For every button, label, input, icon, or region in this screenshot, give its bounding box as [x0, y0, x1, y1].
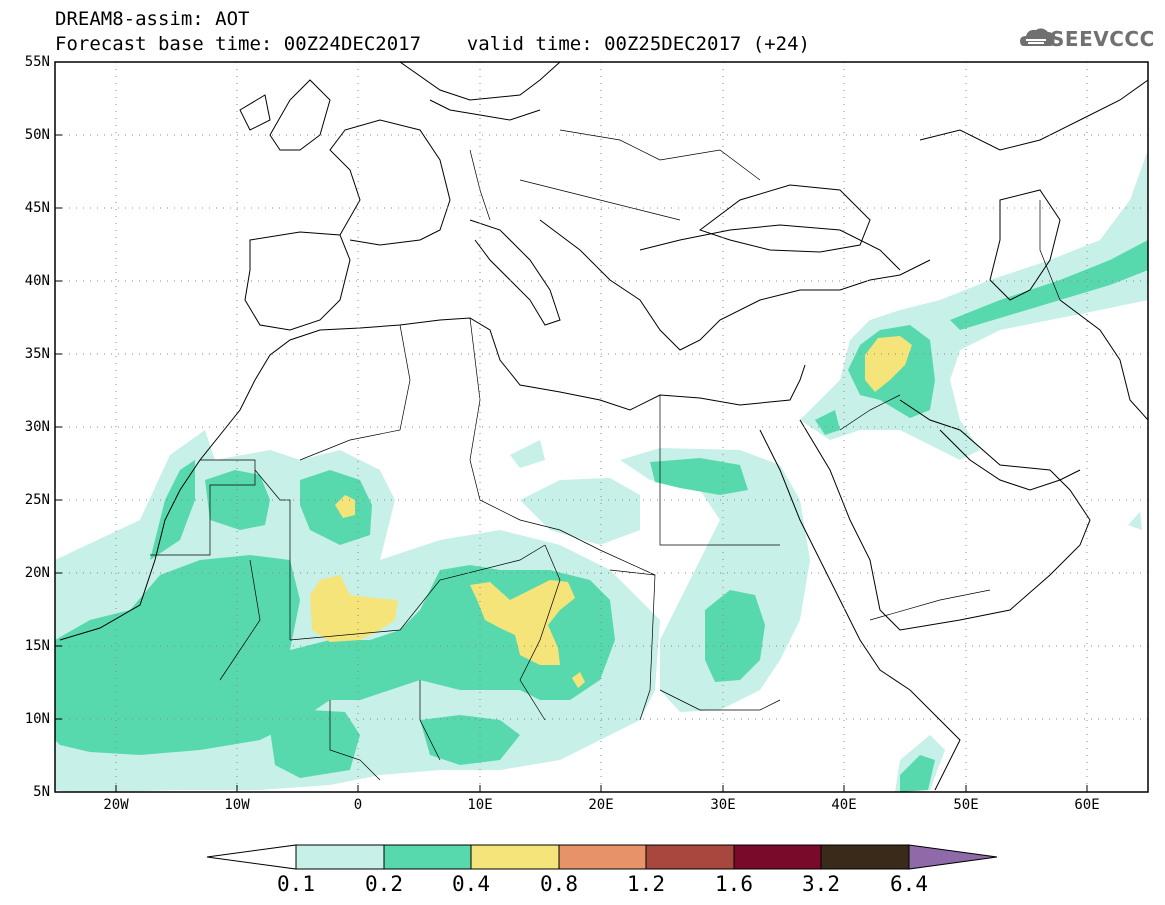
lon-tick-label: 40E: [831, 797, 857, 813]
colorbar-label: 3.2: [802, 872, 840, 896]
lat-tick-label: 20N: [24, 565, 50, 581]
colorbar-swatch: [645, 844, 735, 870]
lat-tick-label: 5N: [33, 784, 50, 800]
aot-level-0-4-region: [310, 336, 912, 688]
lon-tick-label: 60E: [1074, 797, 1100, 813]
grid-lines: [55, 62, 1148, 792]
lat-tick-label: 15N: [24, 638, 50, 654]
lon-tick-label: 30E: [710, 797, 736, 813]
lat-tick-label: 40N: [24, 273, 50, 289]
colorbar-label: 1.2: [627, 872, 665, 896]
colorbar-swatch: [558, 844, 647, 870]
lat-tick-label: 35N: [24, 346, 50, 362]
colorbar-label: 0.1: [277, 872, 315, 896]
colorbar-over-arrow: [908, 844, 998, 870]
lat-tick-label: 30N: [24, 419, 50, 435]
forecast-time-info: Forecast base time: 00Z24DEC2017 valid t…: [55, 33, 810, 55]
lat-tick-label: 45N: [24, 200, 50, 216]
colorbar-swatch: [470, 844, 560, 870]
colorbar-label: 6.4: [890, 872, 928, 896]
axis-ticks: [55, 61, 1088, 792]
lon-tick-label: 10W: [224, 797, 250, 813]
colorbar-label: 0.2: [365, 872, 403, 896]
colorbar-swatch: [383, 844, 472, 870]
lat-tick-label: 50N: [24, 127, 50, 143]
colorbar-label: 1.6: [715, 872, 753, 896]
colorbar-under-arrow: [206, 844, 297, 870]
lon-tick-label: 20E: [588, 797, 614, 813]
colorbar-swatch: [733, 844, 822, 870]
colorbar: [206, 844, 998, 870]
logo-text: SEEVCCC: [1050, 27, 1155, 51]
lat-tick-label: 10N: [24, 711, 50, 727]
colorbar-swatch: [295, 844, 385, 870]
lon-tick-label: 10E: [467, 797, 493, 813]
colorbar-swatch: [820, 844, 910, 870]
lon-tick-label: 0: [353, 797, 363, 813]
lon-tick-label: 50E: [953, 797, 979, 813]
cloud-icon: [1020, 28, 1055, 46]
chart-title: DREAM8-assim: AOT: [55, 8, 250, 30]
country-borders: [150, 129, 1061, 781]
lat-tick-label: 55N: [24, 54, 50, 70]
lon-tick-label: 20W: [103, 797, 129, 813]
colorbar-label: 0.8: [540, 872, 578, 896]
colorbar-label: 0.4: [452, 872, 490, 896]
lat-tick-label: 25N: [24, 492, 50, 508]
